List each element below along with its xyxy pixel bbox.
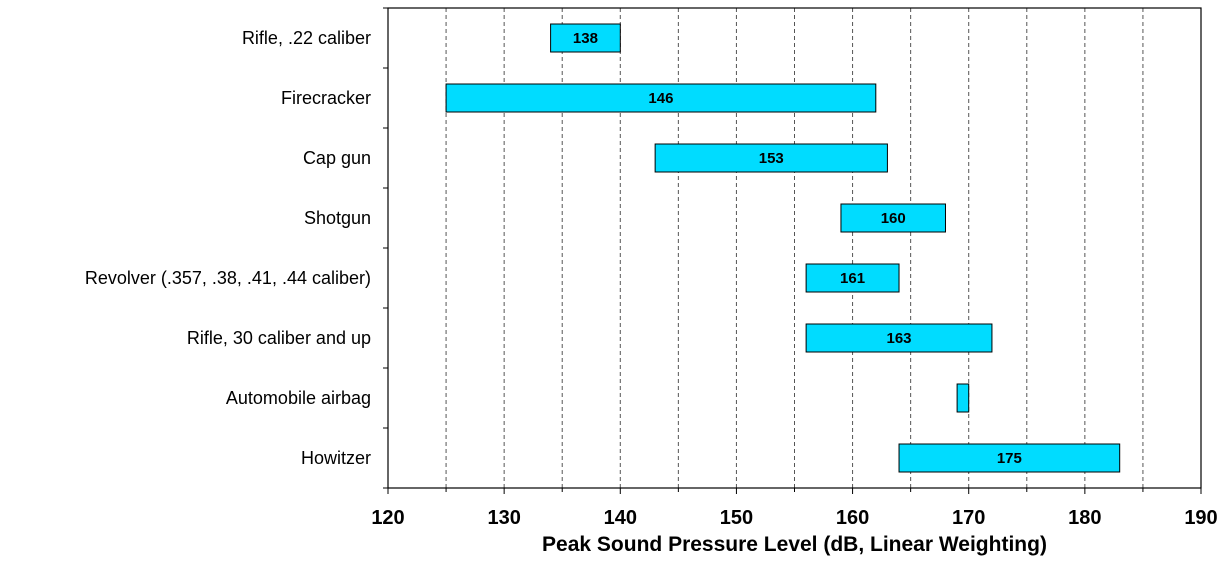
x-tick-label: 140 bbox=[604, 507, 637, 529]
x-tick-label: 170 bbox=[952, 507, 985, 529]
x-tick-label: 150 bbox=[720, 507, 753, 529]
category-label: Revolver (.357, .38, .41, .44 caliber) bbox=[85, 268, 371, 288]
category-label: Howitzer bbox=[301, 448, 371, 468]
range-bar bbox=[805, 263, 900, 293]
category-label: Automobile airbag bbox=[226, 388, 371, 408]
x-tick-label: 120 bbox=[371, 507, 404, 529]
category-label: Firecracker bbox=[281, 88, 371, 108]
x-tick-label: 160 bbox=[836, 507, 869, 529]
category-label: Rifle, 30 caliber and up bbox=[187, 328, 371, 348]
category-labels: Rifle, .22 caliber Firecracker Cap gun Shot… bbox=[85, 28, 371, 468]
category-label: Cap gun bbox=[303, 148, 371, 168]
range-bar bbox=[550, 23, 621, 53]
y-axis-ticks bbox=[383, 7, 388, 489]
range-bar bbox=[654, 143, 888, 173]
bar-value-label: 161 bbox=[840, 270, 865, 287]
bar-value-label: 146 bbox=[648, 90, 673, 107]
range-bar bbox=[956, 383, 970, 413]
bar-value-label: 138 bbox=[573, 30, 598, 47]
gridlines bbox=[445, 8, 1144, 488]
category-label: Shotgun bbox=[304, 208, 371, 228]
range-bar bbox=[840, 203, 946, 233]
range-bar bbox=[898, 443, 1121, 473]
bar-value-label: 163 bbox=[887, 330, 912, 347]
x-tick-label: 130 bbox=[487, 507, 520, 529]
category-label: Rifle, .22 caliber bbox=[242, 28, 371, 48]
bars: 138 146 153 160 161 163 175 bbox=[445, 23, 1121, 473]
x-axis-ticks: 120 130 140 150 160 170 180 190 bbox=[371, 488, 1218, 529]
x-axis-title: Peak Sound Pressure Level (dB, Linear We… bbox=[542, 533, 1047, 556]
x-tick-label: 180 bbox=[1068, 507, 1101, 529]
x-tick-label: 190 bbox=[1184, 507, 1217, 529]
range-bar bbox=[805, 323, 993, 353]
bar-value-label: 175 bbox=[997, 450, 1022, 467]
range-bar bbox=[445, 83, 877, 113]
bar-value-label: 153 bbox=[759, 150, 784, 167]
bar-value-label: 160 bbox=[881, 210, 906, 227]
